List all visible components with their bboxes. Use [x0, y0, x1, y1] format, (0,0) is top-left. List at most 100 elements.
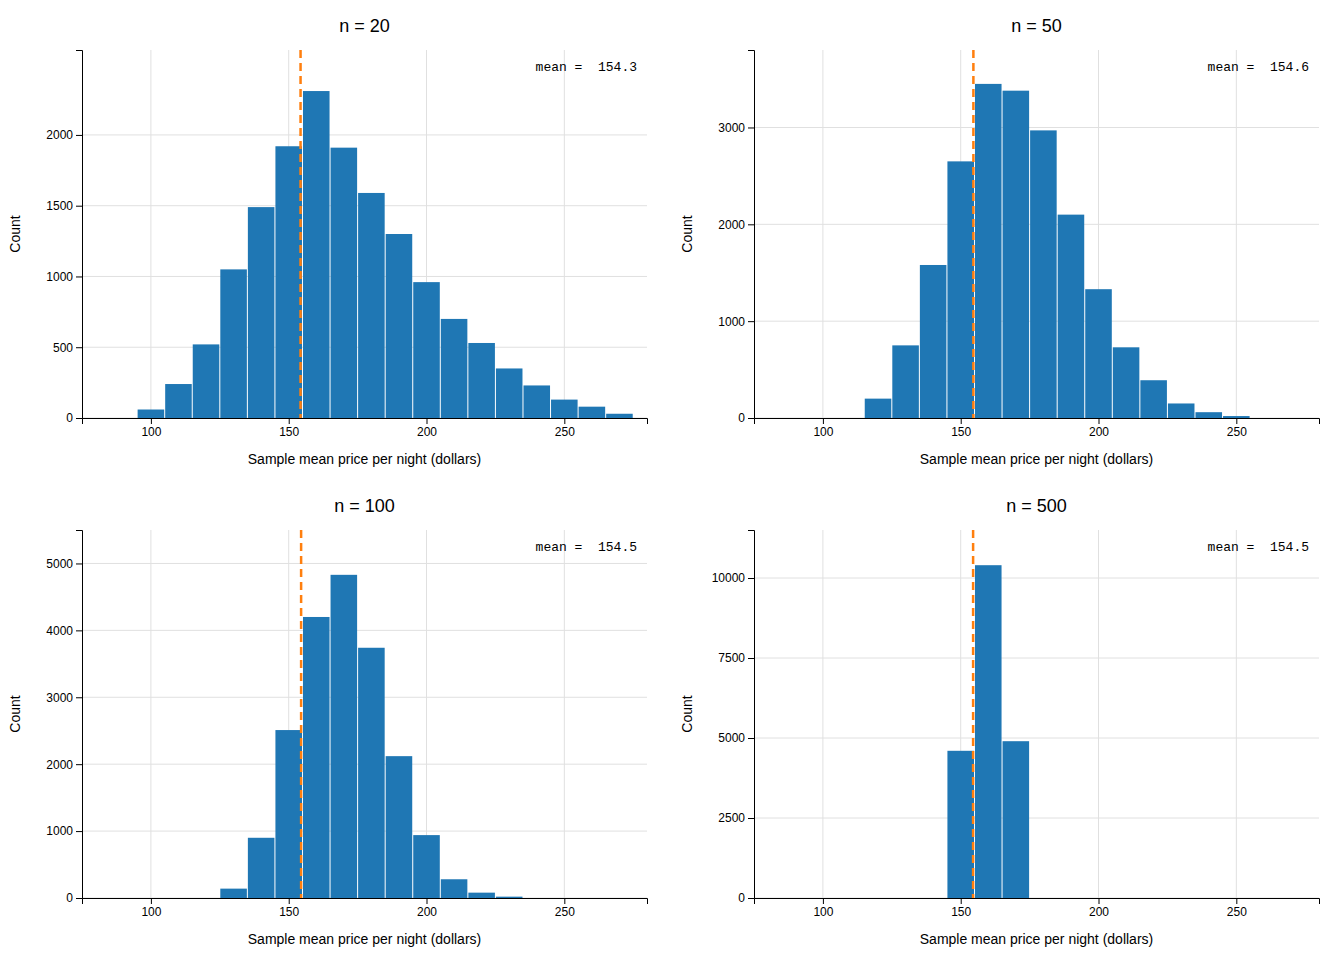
bar [810, 418, 837, 419]
y-tick: 2000 [718, 218, 754, 232]
x-tick-label: 100 [813, 425, 833, 439]
x-tick-mark [823, 418, 824, 424]
bar [1140, 898, 1167, 899]
bar [358, 193, 385, 418]
y-tick-mark [76, 347, 82, 348]
bar [386, 234, 413, 418]
x-tick: 250 [1227, 898, 1247, 919]
y-tick-mark [76, 276, 82, 277]
y-axis: 0100020003000 [718, 51, 754, 426]
y-tick-mark [748, 898, 754, 899]
bar [83, 898, 110, 899]
bar [782, 898, 809, 899]
y-tick-mark [76, 563, 82, 564]
bar [1085, 898, 1112, 899]
y-tick-label: 0 [738, 891, 745, 905]
x-tick-label: 100 [141, 425, 161, 439]
x-tick: 200 [1089, 898, 1109, 919]
mean-line [972, 530, 975, 898]
x-tick-label: 200 [1089, 905, 1109, 919]
bar [496, 368, 523, 418]
y-tick-label: 5000 [718, 731, 745, 745]
x-tick: 100 [813, 418, 833, 439]
x-tick: 150 [279, 418, 299, 439]
y-tick: 1500 [46, 199, 82, 213]
bar [248, 838, 275, 898]
bar [920, 898, 947, 899]
x-axis: 100150200250 [83, 898, 648, 919]
x-tick-mark [427, 418, 428, 424]
x-tick-mark [289, 418, 290, 424]
panel: 100150200250025005000750010000n = 500Sam… [679, 496, 1320, 947]
x-tick-label: 250 [1227, 425, 1247, 439]
bar [1003, 91, 1030, 418]
annotation: mean = 154.5 [536, 540, 637, 555]
x-tick-mark [151, 418, 152, 424]
x-tick-mark [564, 898, 565, 904]
x-tick-label: 250 [555, 905, 575, 919]
y-axis-title: Count [7, 215, 23, 252]
y-tick-label: 0 [66, 411, 73, 425]
bar [1168, 403, 1195, 418]
y-tick-mark [748, 658, 754, 659]
grid-line [564, 530, 565, 898]
y-axis: 0500100015002000 [46, 51, 82, 426]
bar [782, 418, 809, 419]
grid [754, 50, 1319, 418]
bar [551, 400, 578, 418]
bar [1003, 741, 1030, 898]
bar [1251, 418, 1278, 419]
bar [165, 384, 192, 418]
y-tick-mark [76, 206, 82, 207]
bar [920, 265, 947, 418]
panel: 1001502002500500100015002000n = 20Sample… [7, 16, 648, 467]
y-tick-label: 0 [738, 411, 745, 425]
y-tick-label: 500 [53, 341, 73, 355]
grid-line [150, 50, 151, 418]
bar [331, 575, 358, 898]
bar [523, 898, 550, 899]
x-axis: 100150200250 [755, 418, 1320, 439]
x-tick-mark [564, 418, 565, 424]
x-tick-mark [1099, 898, 1100, 904]
grid-line [1098, 530, 1099, 898]
bar [837, 898, 864, 899]
title: n = 20 [339, 16, 390, 36]
y-tick: 5000 [718, 731, 754, 745]
x-axis: 100150200250 [83, 418, 648, 439]
x-tick: 200 [417, 898, 437, 919]
bar [606, 898, 633, 899]
y-tick-label: 4000 [46, 624, 73, 638]
bar [441, 879, 468, 898]
bar [975, 565, 1002, 898]
panel: 1001502002500100020003000n = 50Sample me… [679, 16, 1320, 467]
x-axis-title: Sample mean price per night (dollars) [248, 931, 481, 947]
x-tick-mark [1236, 898, 1237, 904]
bar [837, 418, 864, 419]
title: n = 50 [1011, 16, 1062, 36]
bar [606, 414, 633, 418]
x-tick-mark [823, 898, 824, 904]
grid-line [1236, 50, 1237, 418]
x-tick: 100 [141, 418, 161, 439]
y-axis-title: Count [679, 695, 695, 732]
x-axis-title: Sample mean price per night (dollars) [920, 931, 1153, 947]
y-tick-label: 2000 [718, 218, 745, 232]
bar [865, 399, 892, 418]
bar [755, 898, 782, 899]
bar [110, 898, 137, 899]
bar [947, 751, 974, 898]
grid-line [754, 818, 1319, 819]
grid-line [150, 530, 151, 898]
y-tick-label: 3000 [718, 121, 745, 135]
bar [193, 898, 220, 899]
x-tick: 200 [417, 418, 437, 439]
grid-line [754, 738, 1319, 739]
bar [220, 269, 247, 418]
mean-line [300, 530, 303, 898]
annotation: mean = 154.3 [536, 60, 637, 75]
bar [975, 84, 1002, 418]
y-tick: 1000 [46, 824, 82, 838]
y-tick: 1000 [46, 270, 82, 284]
x-tick-mark [1099, 418, 1100, 424]
